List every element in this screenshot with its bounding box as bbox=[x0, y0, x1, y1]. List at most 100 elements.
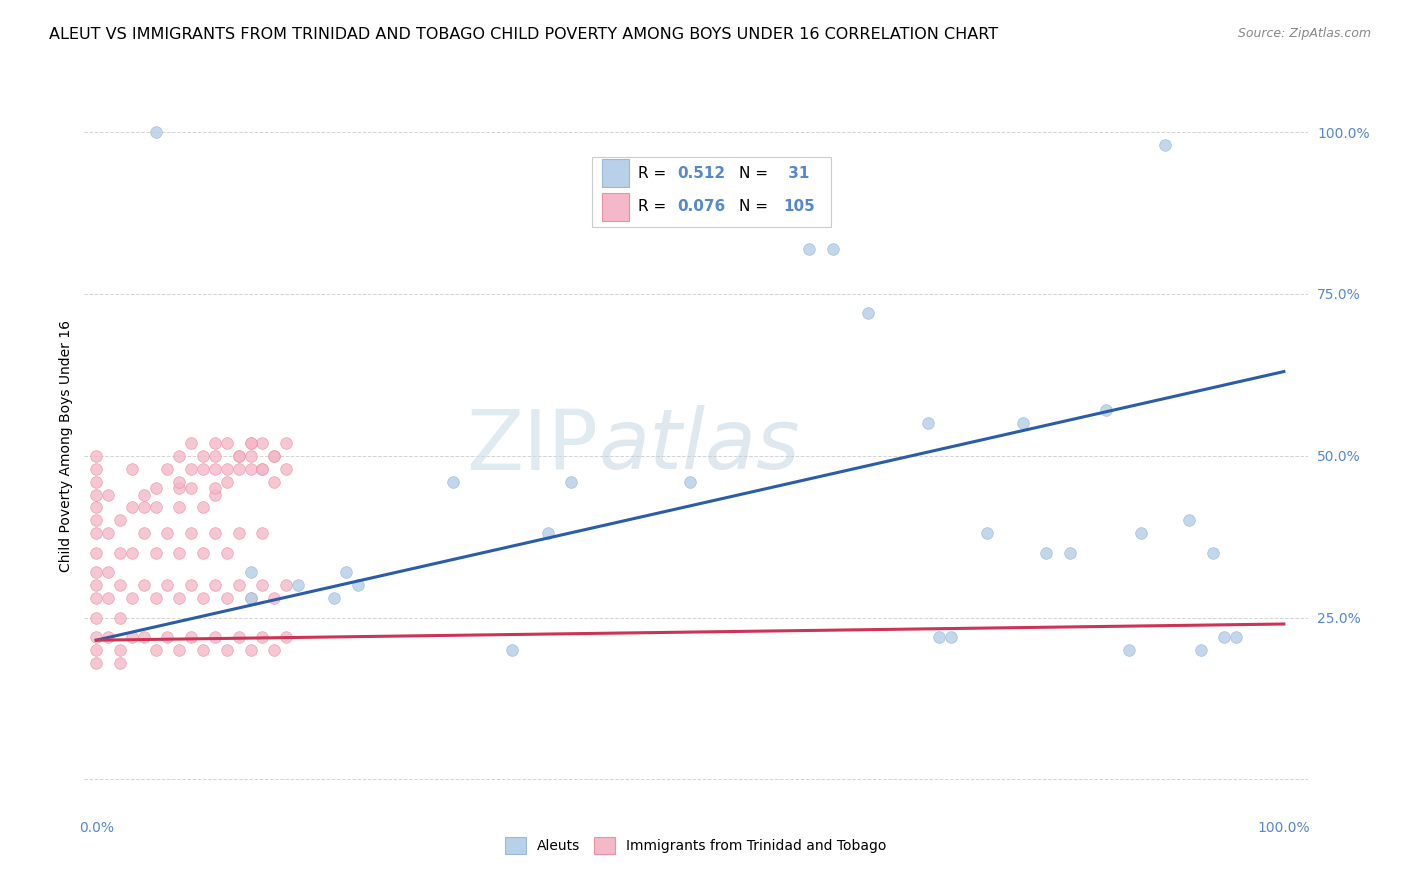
Point bbox=[145, 591, 167, 606]
Point bbox=[121, 546, 143, 560]
Point bbox=[108, 578, 131, 592]
Point bbox=[169, 475, 191, 489]
Text: 0.076: 0.076 bbox=[678, 199, 725, 214]
Point bbox=[121, 630, 143, 644]
Point bbox=[239, 435, 262, 450]
Point bbox=[191, 591, 214, 606]
Point bbox=[1094, 403, 1116, 417]
Point bbox=[180, 578, 202, 592]
Point bbox=[228, 449, 250, 463]
Point bbox=[797, 242, 820, 256]
Point bbox=[84, 475, 107, 489]
Point bbox=[84, 546, 107, 560]
Point bbox=[180, 461, 202, 475]
Text: 0.512: 0.512 bbox=[678, 166, 725, 181]
Point bbox=[228, 630, 250, 644]
Point bbox=[287, 578, 309, 592]
Point bbox=[156, 461, 179, 475]
Point bbox=[1059, 546, 1081, 560]
Point bbox=[976, 526, 998, 541]
Point bbox=[228, 578, 250, 592]
Point bbox=[132, 578, 155, 592]
Point bbox=[252, 526, 274, 541]
Point bbox=[239, 643, 262, 657]
Point bbox=[84, 566, 107, 580]
Point bbox=[145, 643, 167, 657]
Point bbox=[276, 461, 298, 475]
Point bbox=[263, 475, 285, 489]
Text: 31: 31 bbox=[783, 166, 810, 181]
Point bbox=[204, 630, 226, 644]
Point bbox=[928, 630, 950, 644]
Point bbox=[145, 481, 167, 495]
Point bbox=[228, 526, 250, 541]
Point bbox=[239, 591, 262, 606]
Point bbox=[204, 461, 226, 475]
Point bbox=[84, 526, 107, 541]
Point bbox=[252, 435, 274, 450]
Text: atlas: atlas bbox=[598, 406, 800, 486]
Point bbox=[276, 578, 298, 592]
Point bbox=[239, 435, 262, 450]
Point bbox=[204, 449, 226, 463]
Point bbox=[1225, 630, 1247, 644]
Point bbox=[335, 566, 357, 580]
Point bbox=[263, 643, 285, 657]
Point bbox=[84, 487, 107, 501]
Point bbox=[169, 500, 191, 515]
Point bbox=[228, 449, 250, 463]
Point bbox=[180, 435, 202, 450]
Point bbox=[252, 630, 274, 644]
Point bbox=[84, 643, 107, 657]
Point bbox=[204, 481, 226, 495]
Point bbox=[84, 461, 107, 475]
Point bbox=[132, 487, 155, 501]
Point bbox=[1130, 526, 1153, 541]
Point bbox=[97, 591, 120, 606]
Point bbox=[84, 449, 107, 463]
Point bbox=[97, 526, 120, 541]
Point bbox=[108, 513, 131, 527]
Point bbox=[1178, 513, 1201, 527]
Point bbox=[252, 461, 274, 475]
Point bbox=[204, 526, 226, 541]
Point bbox=[84, 578, 107, 592]
Point bbox=[121, 461, 143, 475]
Point bbox=[204, 435, 226, 450]
Point bbox=[169, 546, 191, 560]
Point bbox=[84, 656, 107, 670]
Point bbox=[215, 643, 238, 657]
Point bbox=[97, 487, 120, 501]
Point bbox=[239, 591, 262, 606]
Point bbox=[1118, 643, 1140, 657]
Point bbox=[145, 500, 167, 515]
Point bbox=[941, 630, 963, 644]
Point bbox=[1035, 546, 1057, 560]
Point bbox=[215, 546, 238, 560]
Point bbox=[145, 546, 167, 560]
Text: R =: R = bbox=[638, 166, 672, 181]
Text: ZIP: ZIP bbox=[467, 406, 598, 486]
Point bbox=[156, 578, 179, 592]
Point bbox=[228, 461, 250, 475]
Point bbox=[1213, 630, 1236, 644]
Text: R =: R = bbox=[638, 199, 672, 214]
Point bbox=[560, 475, 582, 489]
Point bbox=[180, 481, 202, 495]
Point bbox=[191, 546, 214, 560]
Point bbox=[108, 643, 131, 657]
Point bbox=[97, 566, 120, 580]
Point bbox=[1011, 417, 1033, 431]
Point bbox=[215, 475, 238, 489]
Point bbox=[263, 449, 285, 463]
Point bbox=[84, 610, 107, 624]
Point bbox=[1189, 643, 1212, 657]
Point bbox=[322, 591, 344, 606]
Text: N =: N = bbox=[738, 199, 768, 214]
Point bbox=[252, 461, 274, 475]
Point bbox=[346, 578, 368, 592]
Text: ALEUT VS IMMIGRANTS FROM TRINIDAD AND TOBAGO CHILD POVERTY AMONG BOYS UNDER 16 C: ALEUT VS IMMIGRANTS FROM TRINIDAD AND TO… bbox=[49, 27, 998, 42]
Point bbox=[1154, 138, 1177, 153]
Point bbox=[156, 630, 179, 644]
Point bbox=[108, 610, 131, 624]
